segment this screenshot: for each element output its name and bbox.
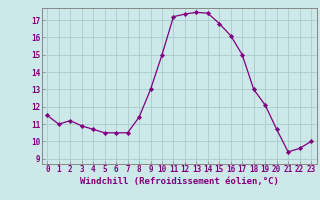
- X-axis label: Windchill (Refroidissement éolien,°C): Windchill (Refroidissement éolien,°C): [80, 177, 279, 186]
